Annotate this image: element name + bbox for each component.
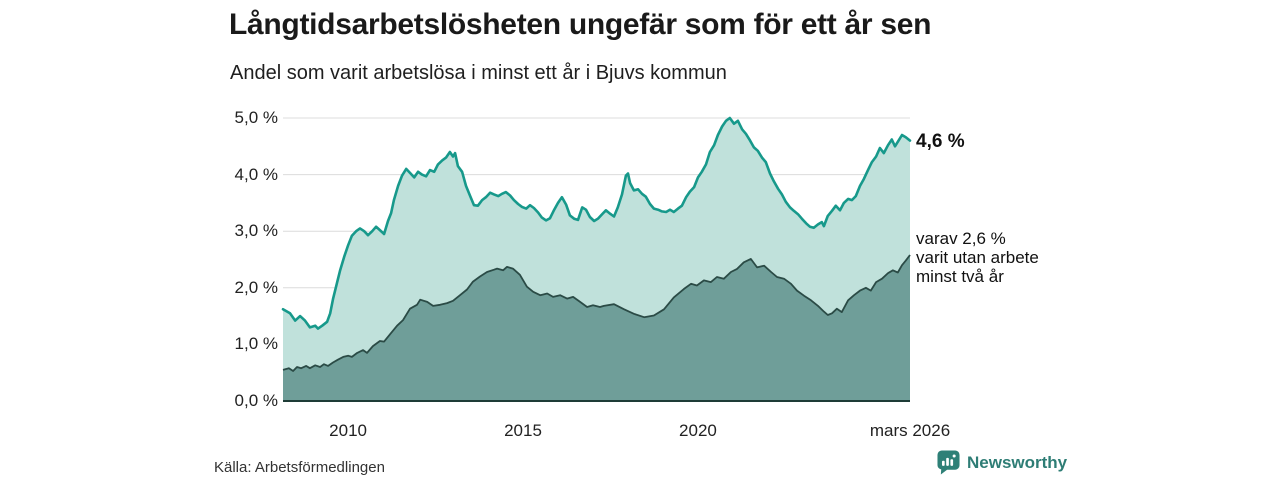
y-axis-tick-label: 5,0 % <box>234 108 278 127</box>
area-fill-two-year <box>283 255 910 401</box>
chart-subtitle: Andel som varit arbetslösa i minst ett å… <box>230 62 727 84</box>
source-note: Källa: Arbetsförmedlingen <box>214 459 385 476</box>
y-axis-tick-label: 0,0 % <box>234 391 278 410</box>
x-axis-tick-label: 2010 <box>329 421 367 440</box>
y-axis-tick-label: 4,0 % <box>234 164 278 184</box>
plot-area <box>281 105 912 405</box>
series-end-value-label: 4,6 % <box>916 131 965 152</box>
series-annotation: varav 2,6 % varit utan arbete minst två år <box>916 229 1039 286</box>
x-axis-tick-label: mars 2026 <box>869 421 951 440</box>
series-annotation-line: minst två år <box>916 267 1004 286</box>
x-axis-tick-label: 2020 <box>679 421 717 440</box>
brand-name: Newsworthy <box>967 452 1068 472</box>
series-annotation-line: varav 2,6 % <box>916 229 1006 248</box>
brand-logo: Newsworthy <box>937 450 1067 475</box>
area-chart-plot <box>281 116 912 402</box>
line-total <box>281 116 912 330</box>
y-axis-tick-label: 1,0 % <box>234 334 278 354</box>
y-axis-tick-label: 3,0 % <box>234 221 278 241</box>
y-axis-tick-label: 2,0 % <box>234 277 278 297</box>
x-axis-tick-label: 2015 <box>504 421 542 440</box>
series-annotation-line: varit utan arbete <box>916 248 1039 267</box>
line-two-year <box>282 254 911 372</box>
newsworthy-icon <box>937 450 960 475</box>
chart-title: Långtidsarbetslösheten ungefär som för e… <box>229 8 932 41</box>
